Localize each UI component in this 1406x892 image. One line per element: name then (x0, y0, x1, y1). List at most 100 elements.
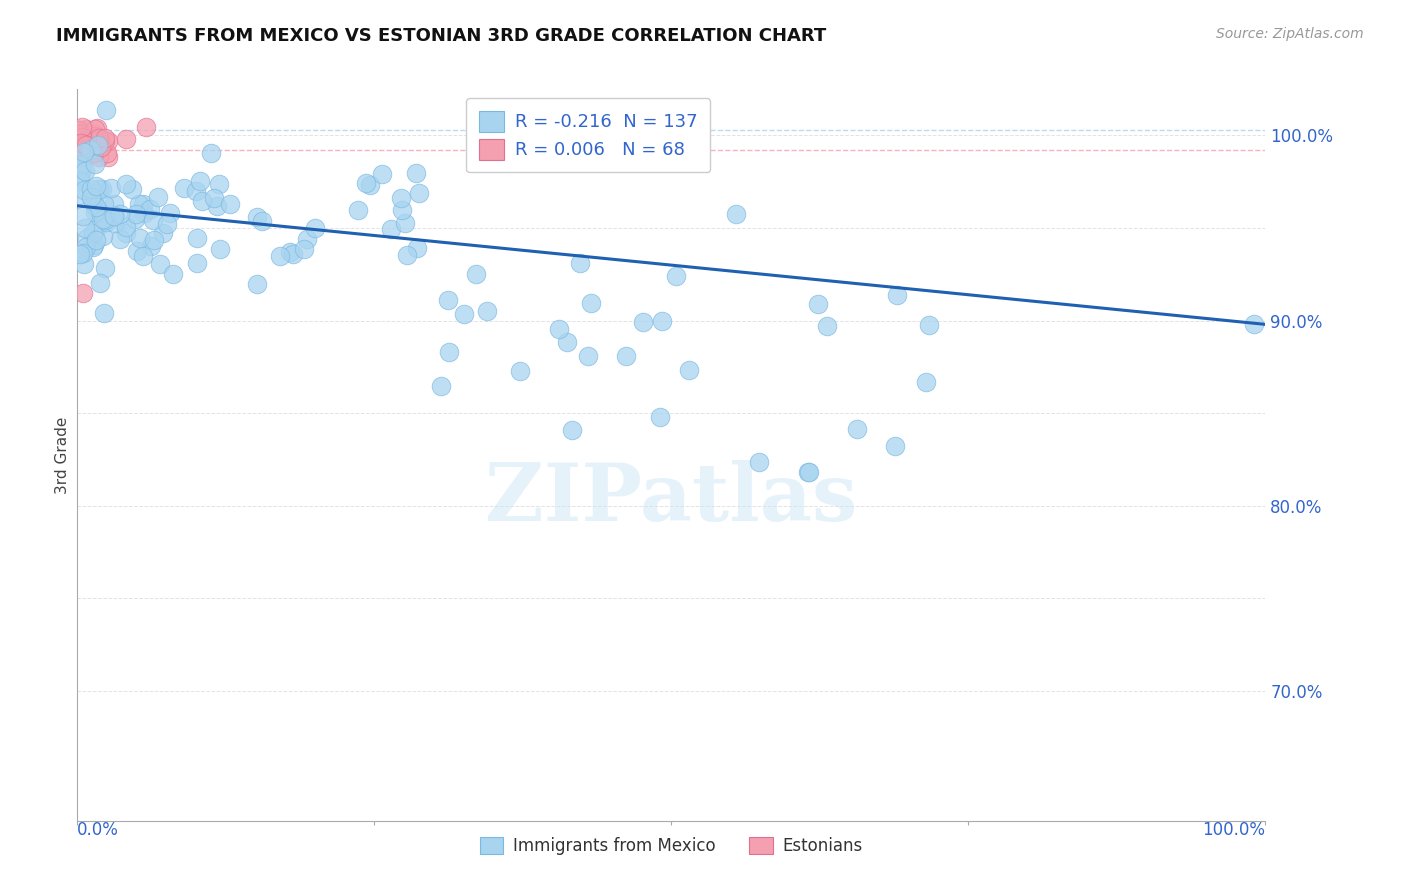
Point (155, 218, 177, 232)
Point (149, 257, 172, 271)
Point (73, 145, 96, 159)
Point (292, 242, 315, 256)
Point (475, 304, 498, 318)
Point (87, 204, 110, 219)
Point (246, 211, 269, 225)
Point (69, 158, 91, 172)
Point (73, 136, 96, 151)
Point (568, 256, 591, 270)
Point (186, 256, 208, 270)
Point (79, 143, 101, 157)
Point (67, 123, 90, 137)
Point (748, 455, 770, 469)
Point (79, 129, 101, 144)
Point (77, 136, 100, 150)
Y-axis label: 3rd Grade: 3rd Grade (55, 417, 70, 493)
Point (83, 194, 105, 209)
Point (80, 193, 103, 207)
Point (146, 189, 169, 203)
Point (69, 158, 91, 172)
Point (76, 231, 98, 245)
Point (73, 150, 96, 164)
Point (83, 132, 105, 146)
Point (93, 196, 115, 211)
Point (69, 247, 91, 261)
Point (508, 363, 530, 377)
Point (139, 238, 162, 252)
Point (200, 146, 222, 161)
Point (84, 179, 107, 194)
Point (845, 421, 868, 435)
Point (152, 226, 174, 240)
Point (86, 233, 108, 247)
Point (915, 375, 938, 389)
Point (94, 214, 117, 228)
Point (67, 187, 90, 202)
Point (883, 439, 905, 453)
Point (83, 128, 105, 143)
Point (725, 207, 748, 221)
Point (69, 128, 91, 142)
Point (70, 144, 93, 158)
Point (87, 131, 110, 145)
Point (73, 130, 96, 145)
Point (555, 334, 578, 349)
Point (103, 197, 125, 211)
Point (84, 121, 107, 136)
Point (389, 191, 412, 205)
Point (651, 314, 673, 328)
Point (72, 246, 94, 260)
Point (295, 232, 318, 246)
Point (70, 140, 93, 154)
Point (93, 212, 115, 227)
Point (89, 276, 111, 290)
Text: IMMIGRANTS FROM MEXICO VS ESTONIAN 3RD GRADE CORRELATION CHART: IMMIGRANTS FROM MEXICO VS ESTONIAN 3RD G… (56, 27, 827, 45)
Point (75, 240, 97, 254)
Point (173, 180, 195, 194)
Point (131, 196, 153, 211)
Point (75, 164, 97, 178)
Point (84, 205, 107, 219)
Point (391, 202, 413, 217)
Point (94, 131, 117, 145)
Point (77, 135, 100, 149)
Point (631, 315, 654, 329)
Point (73, 184, 96, 198)
Point (69, 144, 91, 158)
Text: 0.0%: 0.0% (77, 821, 120, 838)
Point (648, 410, 671, 425)
Point (278, 244, 301, 259)
Point (103, 209, 125, 223)
Point (82, 240, 104, 254)
Point (141, 212, 163, 227)
Point (815, 318, 838, 333)
Point (69, 145, 91, 160)
Point (72, 209, 94, 223)
Point (84, 222, 107, 236)
Point (797, 465, 820, 479)
Point (84, 134, 107, 148)
Point (430, 379, 453, 393)
Point (77, 137, 100, 152)
Point (125, 244, 148, 259)
Point (83, 127, 105, 141)
Point (405, 166, 427, 180)
Point (918, 318, 941, 332)
Point (304, 221, 326, 235)
Point (184, 184, 207, 198)
Point (94, 103, 117, 117)
Point (67, 143, 90, 157)
Point (97, 134, 120, 148)
Point (614, 349, 637, 363)
Point (205, 199, 228, 213)
Point (86, 129, 108, 144)
Point (188, 174, 211, 188)
Point (73, 257, 96, 271)
Point (115, 219, 138, 234)
Point (143, 233, 166, 247)
Point (67, 150, 90, 164)
Point (87, 150, 110, 164)
Point (124, 212, 146, 227)
Point (73, 144, 96, 158)
Point (70, 141, 93, 155)
